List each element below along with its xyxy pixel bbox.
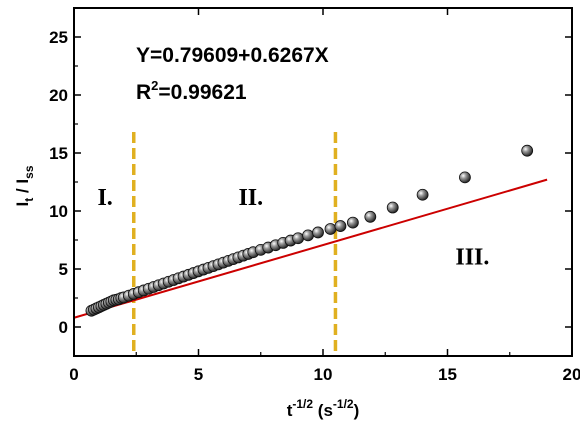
- y-tick-label: 20: [49, 86, 68, 105]
- x-tick-label: 0: [69, 365, 78, 384]
- data-point: [416, 188, 429, 201]
- data-point: [364, 210, 377, 223]
- y-tick-label: 10: [49, 202, 68, 221]
- r-squared: R2=0.99621: [136, 78, 247, 104]
- x-axis-ticks: 0 5 10 15 20: [69, 8, 580, 384]
- y-tick-label: 25: [49, 28, 68, 47]
- y-tick-label: 15: [49, 144, 68, 163]
- data-point: [386, 201, 399, 214]
- data-point: [346, 216, 359, 229]
- data-point: [324, 223, 337, 235]
- data-points: [85, 144, 534, 317]
- y-tick-label: 5: [59, 260, 68, 279]
- y-axis-ticks: 0 5 10 15 20 25: [49, 28, 572, 337]
- x-tick-label: 5: [194, 365, 203, 384]
- fit-equation: Y=0.79609+0.6267X: [136, 44, 329, 67]
- region-label: III.: [455, 244, 489, 270]
- data-point: [302, 229, 314, 242]
- data-point: [312, 226, 324, 239]
- x-tick-label: 20: [563, 365, 580, 384]
- x-tick-label: 10: [314, 365, 333, 384]
- region-labels: I. II. III.: [97, 185, 489, 270]
- region-label: II.: [238, 185, 263, 211]
- x-tick-label: 15: [438, 365, 457, 384]
- data-point: [292, 232, 305, 245]
- data-point: [459, 171, 471, 184]
- y-tick-label: 0: [59, 318, 68, 337]
- region-dividers: [132, 132, 338, 356]
- data-point: [521, 144, 534, 157]
- y-axis-title: It / Iss: [13, 165, 36, 206]
- x-axis-title: t-1/2 (s-1/2): [287, 397, 360, 420]
- fit-line: [73, 178, 548, 319]
- data-point: [334, 220, 347, 232]
- region-label: I.: [97, 185, 112, 211]
